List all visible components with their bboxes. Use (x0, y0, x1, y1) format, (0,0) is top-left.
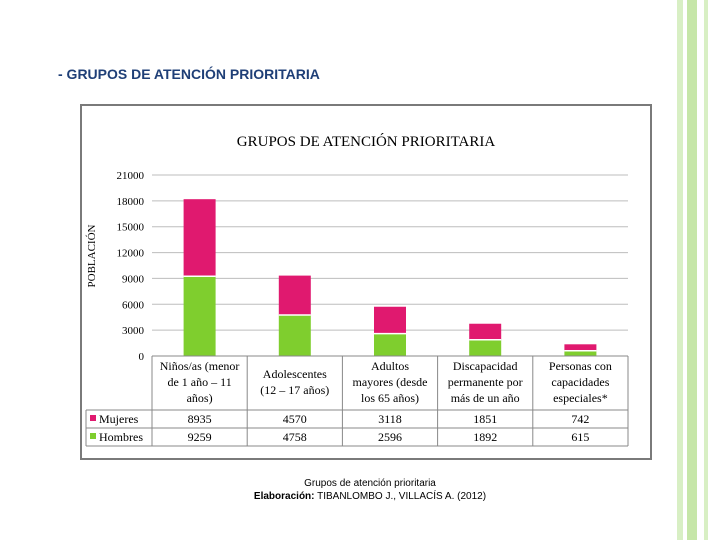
bar-hombres (469, 339, 502, 356)
caption-bold: Elaboración: (253, 491, 315, 502)
category-label: especiales* (553, 391, 608, 405)
data-value: 4570 (283, 412, 307, 426)
y-tick-label: 0 (139, 351, 145, 363)
category-label: Niños/as (menor (160, 359, 240, 373)
chart-frame (80, 104, 652, 460)
legend-key (90, 415, 96, 421)
y-tick-label: 6000 (122, 299, 145, 311)
data-value: 1892 (473, 430, 497, 444)
border-lines-svg (677, 0, 708, 540)
y-tick-label: 12000 (117, 248, 145, 260)
category-label: Discapacidad (453, 359, 518, 373)
bar-mujeres (469, 323, 502, 340)
data-value: 9259 (188, 430, 212, 444)
data-value: 615 (571, 430, 589, 444)
data-value: 1851 (473, 412, 497, 426)
caption-line-1: Grupos de atención prioritaria (304, 478, 436, 489)
bar-mujeres (278, 275, 311, 315)
bar-hombres (183, 276, 216, 356)
category-label: capacidades (551, 375, 609, 389)
y-tick-label: 3000 (122, 325, 145, 337)
category-label: Adultos (371, 359, 409, 373)
y-tick-label: 15000 (117, 222, 145, 234)
caption-rest: TIBANLOMBO J., VILLACÍS A. (2012) (314, 491, 487, 502)
chart-caption: Grupos de atención prioritaria Elaboraci… (180, 478, 560, 502)
bar-hombres (564, 350, 597, 356)
category-label: permanente por (448, 375, 523, 389)
legend-key (90, 433, 96, 439)
bar-mujeres (564, 344, 597, 351)
y-tick-label: 21000 (117, 170, 145, 182)
data-value: 8935 (188, 412, 212, 426)
data-value: 3118 (378, 412, 402, 426)
y-tick-label: 18000 (117, 196, 145, 208)
bar-hombres (278, 314, 311, 356)
decorative-border (676, 0, 720, 540)
category-label: Personas con (549, 359, 612, 373)
bar-mujeres (183, 199, 216, 277)
data-value: 742 (571, 412, 589, 426)
caption-line-2: Elaboración: TIBANLOMBO J., VILLACÍS A. … (180, 491, 560, 502)
category-label: años) (187, 391, 213, 405)
page-title: - GRUPOS DE ATENCIÓN PRIORITARIA (58, 66, 320, 82)
y-tick-label: 9000 (122, 273, 145, 285)
legend-label: Hombres (99, 430, 143, 444)
category-label: mayores (desde (353, 375, 428, 389)
bar-hombres (374, 333, 406, 356)
category-label: más de un año (451, 391, 520, 405)
category-label: de 1 año – 11 (167, 375, 231, 389)
chart-title: GRUPOS DE ATENCIÓN PRIORITARIA (236, 134, 496, 150)
data-value: 4758 (283, 430, 307, 444)
legend-label: Mujeres (99, 412, 139, 426)
bar-mujeres (374, 306, 406, 334)
category-label: los 65 años) (361, 391, 419, 405)
category-label: Adolescentes (263, 367, 327, 381)
data-value: 2596 (378, 430, 402, 444)
category-label: (12 – 17 años) (260, 383, 329, 397)
